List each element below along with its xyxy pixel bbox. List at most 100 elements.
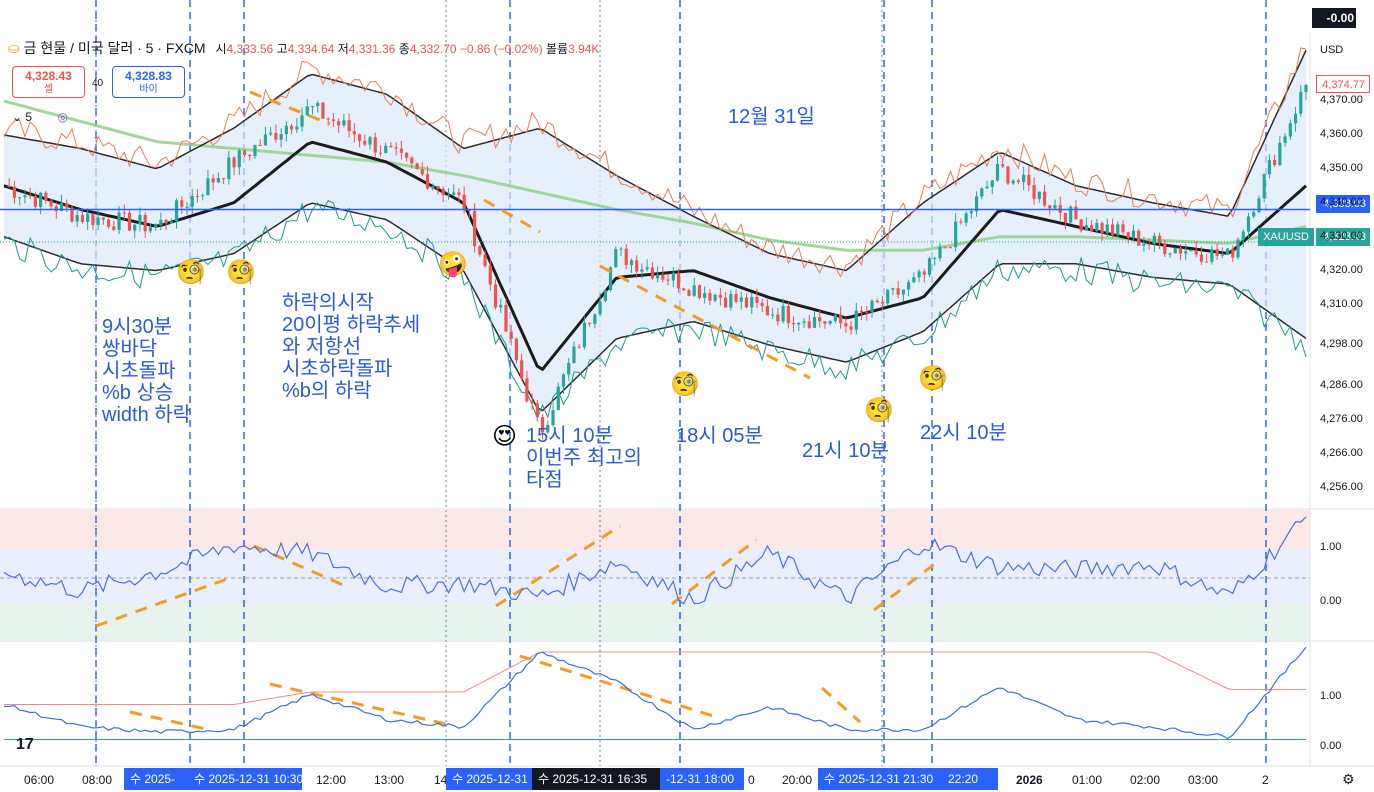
candle (1110, 224, 1115, 235)
candle (316, 102, 320, 107)
candle (927, 258, 932, 275)
candle (1157, 235, 1162, 244)
candle (1090, 225, 1094, 231)
candle (917, 271, 921, 278)
candle (269, 132, 273, 135)
candle (410, 157, 414, 164)
candle (1016, 180, 1021, 183)
candle (844, 323, 848, 327)
x-selected-label[interactable]: 수 2025-12-31 21:30 (818, 768, 942, 790)
annotation-1805: 18시 05분 (676, 425, 763, 447)
candle (133, 224, 137, 231)
symbol-header: ⛀ 금 현물 / 미국 달러 · 5 · FXCM 시4,333.56 고4,3… (8, 38, 599, 58)
x-tick-label: 2 (1262, 773, 1269, 787)
candle (1178, 247, 1183, 254)
candle (49, 200, 53, 207)
x-selected-label[interactable]: 수 2025-12-31 (446, 768, 532, 790)
envelope-upper-line (3, 47, 1307, 278)
candle (995, 164, 1000, 181)
heart-eyes-icon: 😍 (492, 423, 518, 450)
ohlc-readout: 시4,333.56 고4,334.64 저4,331.36 종4,332.70 … (215, 42, 600, 56)
tradingview-logo[interactable]: 17 (16, 736, 34, 753)
candle (174, 200, 179, 222)
candle (1205, 261, 1209, 263)
candle (713, 294, 717, 301)
candle (540, 416, 545, 433)
candle (1225, 248, 1230, 255)
candle (964, 213, 968, 223)
x-selected-label[interactable]: 수 2025- (124, 768, 188, 790)
candle (567, 362, 571, 375)
candle (938, 246, 942, 259)
candle (326, 118, 330, 120)
candle (849, 326, 853, 330)
candle (598, 301, 602, 315)
candle (117, 212, 121, 230)
candle (556, 386, 560, 411)
x-tick-label: 02:00 (1130, 773, 1161, 787)
buy-button[interactable]: 4,328.83 바이 (112, 66, 185, 98)
x-tick-label: 06:00 (24, 773, 55, 787)
candle (284, 125, 288, 135)
y-tick-label: 0.00 (1320, 740, 1342, 752)
candle (1006, 166, 1010, 184)
candle (216, 178, 220, 183)
candle (839, 314, 843, 324)
x-tick-label: 03:00 (1188, 773, 1219, 787)
x-selected-label[interactable]: 수 2025-12-31 10:30 (188, 768, 303, 790)
candle (750, 296, 754, 308)
candle (148, 227, 153, 232)
y-tick-label: 4,360.00 (1320, 127, 1363, 140)
annotation-2210: 22시 10분 (920, 422, 1007, 444)
indicator-settings-icon[interactable]: ◎ (57, 110, 68, 124)
candle (865, 312, 869, 314)
monocle-face-icon: 🧐 (226, 259, 256, 286)
candle (23, 195, 27, 198)
x-selected-label[interactable]: -12-31 18:00 (660, 768, 744, 790)
candle (656, 274, 660, 279)
candle (912, 277, 916, 283)
candle (305, 106, 309, 116)
candle (765, 306, 770, 316)
currency-label[interactable]: USD (1320, 44, 1344, 56)
candle (603, 290, 607, 302)
candle (1236, 239, 1240, 258)
y-tick-label: 1.00 (1320, 690, 1342, 702)
candle (980, 188, 984, 197)
candle (1194, 250, 1198, 255)
settings-icon[interactable]: ⚙ (1342, 771, 1355, 787)
candle (561, 374, 566, 387)
candle (650, 267, 654, 279)
candle (828, 321, 832, 324)
candle (1189, 250, 1193, 252)
candle (190, 196, 194, 207)
width-reference-line (4, 651, 1306, 705)
candle (347, 120, 351, 132)
candle (1053, 205, 1057, 209)
indicator-toggle[interactable]: ⌄ 5 ◎ (12, 110, 68, 124)
candle (755, 296, 759, 303)
candle (195, 196, 200, 198)
x-selected-label[interactable]: 22:20 (942, 768, 998, 790)
candle (744, 297, 749, 308)
candle (488, 265, 492, 285)
candle (373, 137, 377, 153)
candle (1257, 198, 1261, 212)
candle (1231, 248, 1235, 258)
symbol-title[interactable]: 금 현물 / 미국 달러 · 5 · FXCM (23, 40, 206, 56)
y-tick-label: 4,350.00 (1320, 161, 1363, 174)
candle (1105, 224, 1109, 234)
candle (896, 288, 900, 295)
candle (12, 186, 17, 198)
candle (1069, 206, 1073, 223)
candle (645, 267, 649, 270)
sell-button[interactable]: 4,328.43 셀 (12, 66, 85, 98)
x-selected-label[interactable]: 수 2025-12-31 16:35 (532, 768, 660, 790)
candle (1220, 254, 1224, 256)
candle (206, 178, 210, 196)
candle (1079, 219, 1083, 231)
chevron-down-icon: ⌄ (12, 110, 23, 124)
candle (734, 293, 738, 302)
candle (954, 221, 958, 248)
